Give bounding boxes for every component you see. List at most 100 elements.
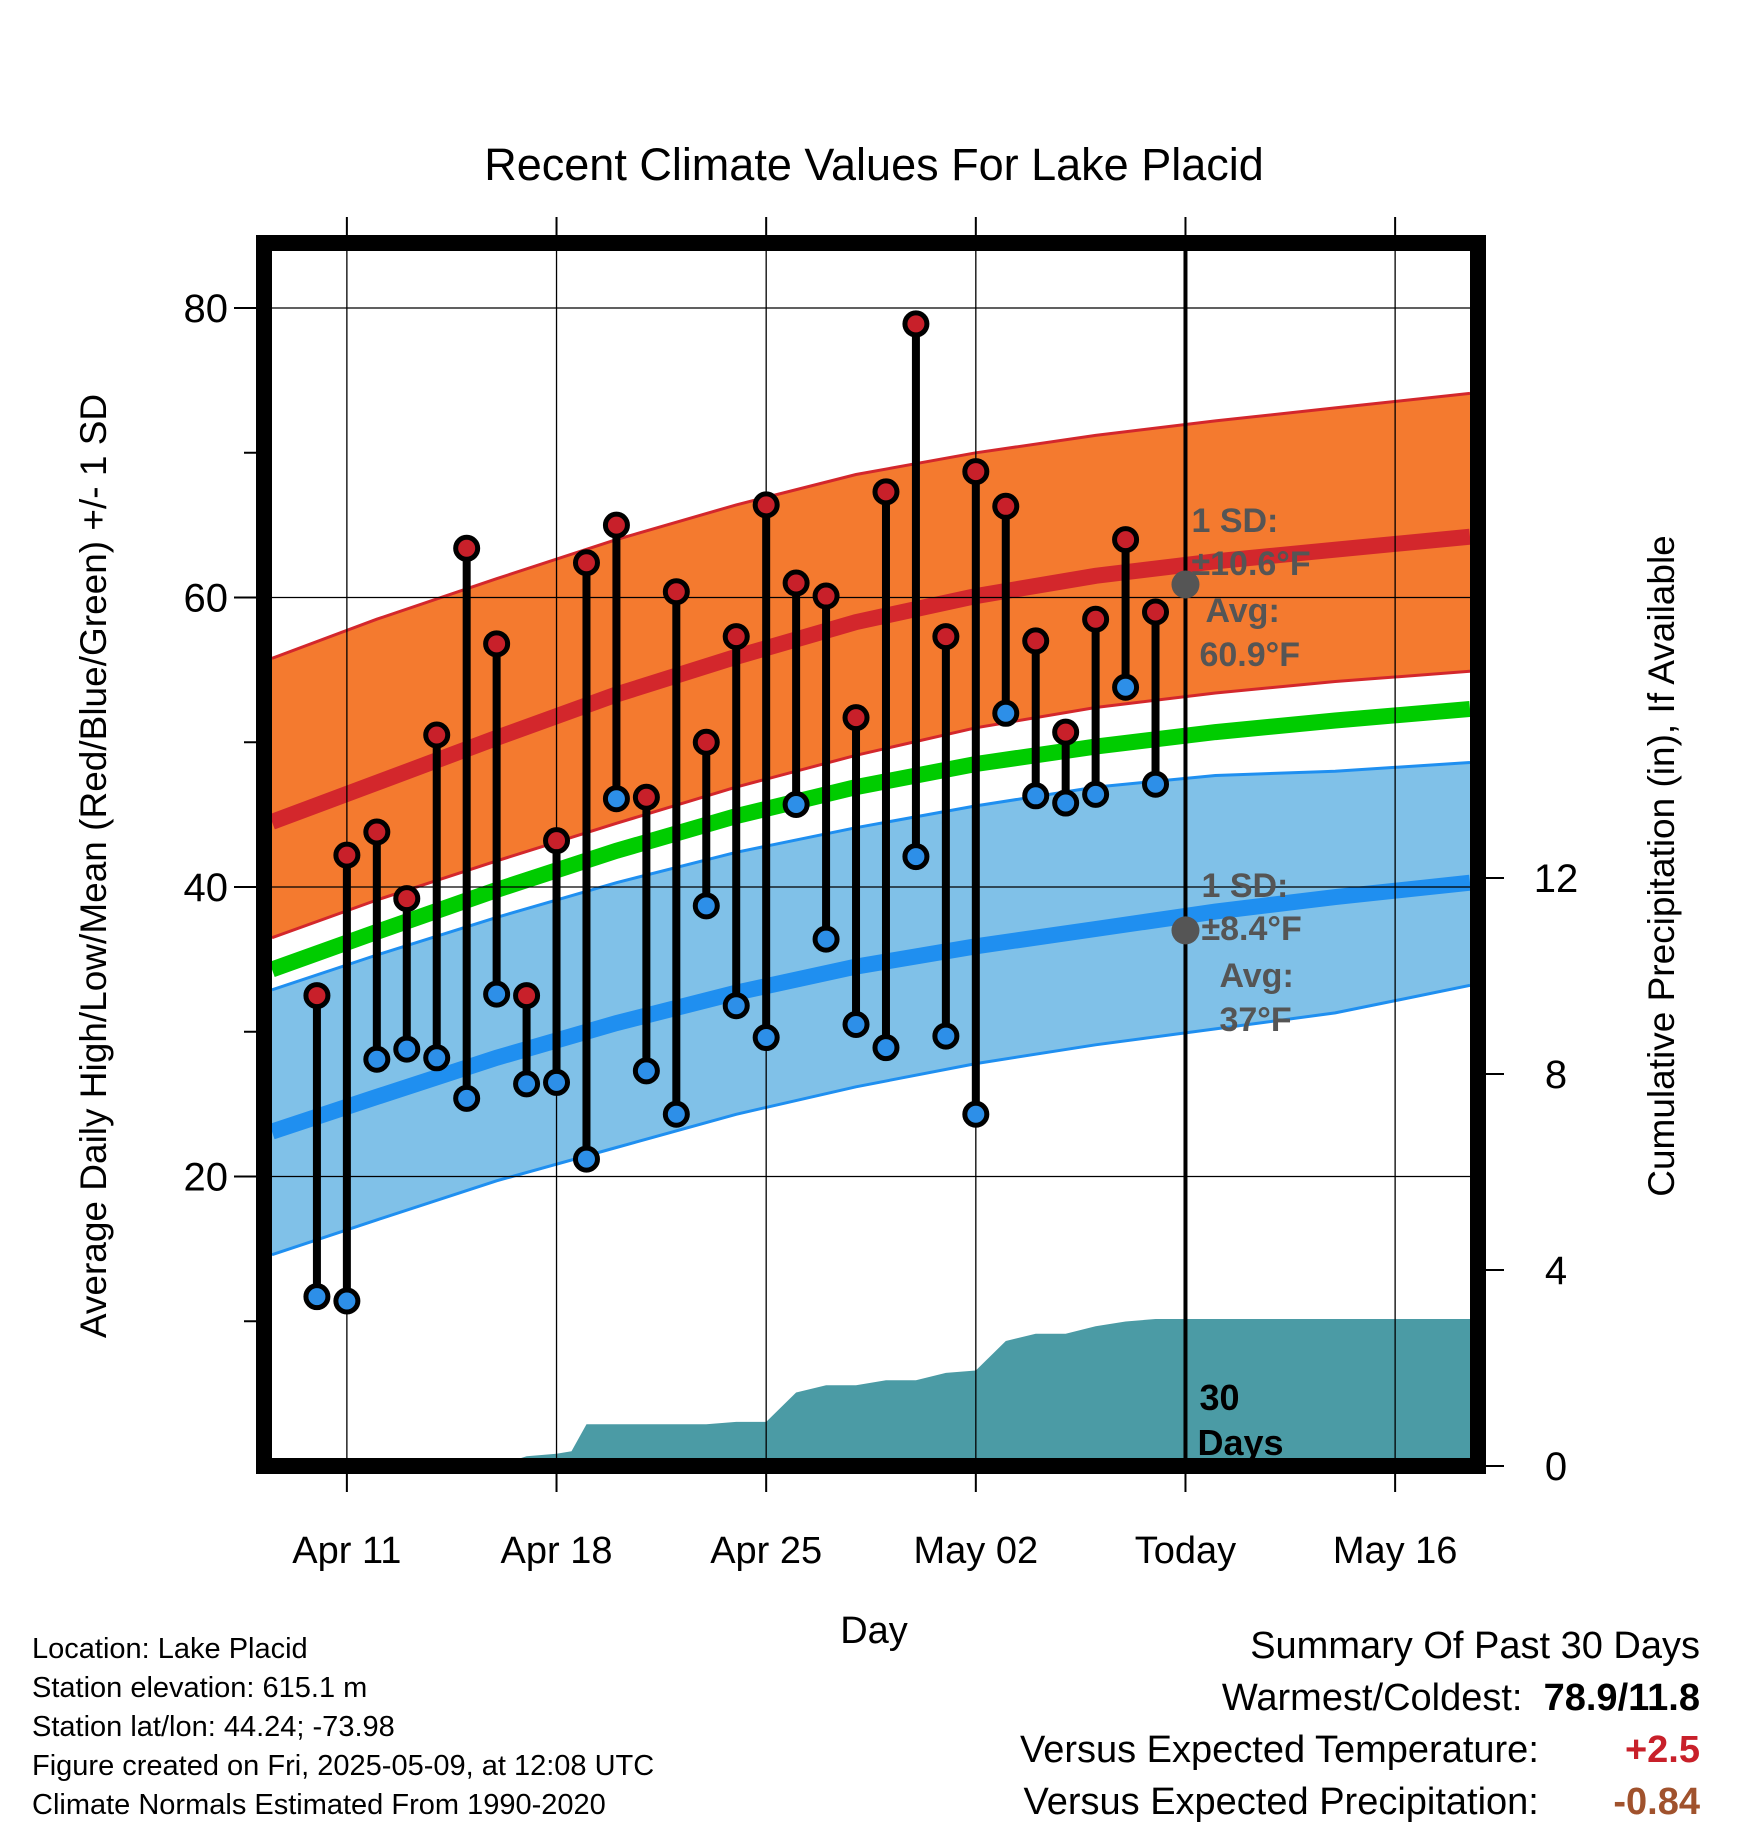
y-tick-label-right: 12 — [1534, 857, 1579, 901]
observed-high-point — [393, 885, 421, 913]
elevation-text: Station elevation: 615.1 m — [32, 1672, 368, 1704]
summary-warm-cold: Warmest/Coldest: 78.9/11.8 — [1020, 1672, 1700, 1724]
observed-low-point — [722, 992, 750, 1020]
observed-high-point — [632, 783, 660, 811]
summary-title: Summary Of Past 30 Days — [1250, 1625, 1700, 1667]
low-sd-label: 1 SD: — [1201, 867, 1288, 905]
x-axis-label: Day — [840, 1610, 908, 1652]
observed-high-point — [722, 623, 750, 651]
x-tick-label: Apr 18 — [501, 1530, 613, 1572]
observed-high-point — [513, 982, 541, 1010]
observed-low-point — [423, 1044, 451, 1072]
today-high-average-point — [1171, 570, 1200, 599]
observed-low-point — [632, 1057, 660, 1085]
observed-high-point — [363, 818, 391, 846]
warm-cold-label: Warmest/Coldest: — [1221, 1677, 1523, 1719]
observed-low-point — [902, 843, 930, 871]
plot-content — [272, 251, 1470, 1458]
created-text: Figure created on Fri, 2025-05-09, at 12… — [32, 1750, 655, 1782]
x-tick-label: Apr 25 — [710, 1530, 822, 1572]
low-avg-label: Avg: — [1219, 957, 1293, 995]
y-axis-label-left: Average Daily High/Low/Mean (Red/Blue/Gr… — [73, 394, 114, 1338]
high-sd-upper-line — [272, 391, 1470, 660]
observed-low-point — [393, 1035, 421, 1063]
observed-high-point — [782, 569, 810, 597]
precipitation-area — [272, 1319, 1470, 1458]
observed-high-point — [812, 582, 840, 610]
observed-low-point — [932, 1022, 960, 1050]
plot-area: 1 SD: ±10.6°F Avg: 60.9°F 1 SD: ±8.4°F Avg: 37°… — [184, 251, 1579, 1572]
temp-anomaly-label: Versus Expected Temperature: — [1019, 1729, 1539, 1771]
low-sd-value: ±8.4°F — [1201, 910, 1301, 948]
observed-high-point — [1052, 718, 1080, 746]
precip-anomaly-value: -0.84 — [1613, 1781, 1700, 1823]
high-avg-value: 60.9°F — [1199, 636, 1300, 674]
x-tick-label: May 16 — [1333, 1530, 1458, 1572]
days-label-number: 30 — [1199, 1377, 1239, 1418]
latlon-text: Station lat/lon: 44.24; -73.98 — [32, 1711, 395, 1743]
summary-precip: Versus Expected Precipitation: -0.84 — [1020, 1776, 1700, 1828]
observed-low-point — [1082, 780, 1110, 808]
observed-low-point — [1022, 782, 1050, 810]
observed-high-point — [1112, 526, 1140, 554]
high-sd-band — [272, 393, 1470, 938]
observed-low-point — [453, 1084, 481, 1112]
low-avg-value: 37°F — [1219, 1001, 1291, 1039]
observed-low-point — [782, 790, 810, 818]
observed-high-point — [602, 511, 630, 539]
summary-temp: Versus Expected Temperature: +2.5 — [1020, 1724, 1700, 1776]
station-info: Location: Lake Placid Station elevation:… — [32, 1630, 654, 1825]
observed-high-point — [453, 534, 481, 562]
normals-text: Climate Normals Estimated From 1990-2020 — [32, 1789, 606, 1821]
observed-low-point — [602, 785, 630, 813]
observed-high-point — [1082, 605, 1110, 633]
observed-high-point — [872, 478, 900, 506]
observed-high-point — [423, 721, 451, 749]
observed-low-point — [543, 1068, 571, 1096]
warm-cold-value: 78.9/11.8 — [1543, 1677, 1700, 1719]
y-tick-label-right: 8 — [1545, 1053, 1567, 1097]
axes — [234, 217, 1504, 1492]
observed-high-point — [752, 491, 780, 519]
observed-low-point — [662, 1100, 690, 1128]
observed-low-point — [572, 1145, 600, 1173]
observed-high-point — [303, 982, 331, 1010]
y-tick-label-left: 20 — [184, 1156, 229, 1200]
observed-low-point — [1052, 789, 1080, 817]
low-sd-band — [272, 762, 1470, 1255]
x-tick-label: Apr 11 — [292, 1530, 401, 1572]
observed-high-point — [962, 458, 990, 486]
observed-high-point — [992, 492, 1020, 520]
observed-low-point — [1112, 673, 1140, 701]
high-sd-label: 1 SD: — [1191, 502, 1278, 540]
y-tick-label-left: 60 — [184, 577, 229, 621]
observed-low-point — [483, 980, 511, 1008]
low-sd-lower-line — [272, 983, 1470, 1257]
temp-anomaly-value: +2.5 — [1624, 1729, 1700, 1771]
high-avg-label: Avg: — [1205, 592, 1279, 630]
observed-low-point — [692, 892, 720, 920]
observed-low-point — [333, 1287, 361, 1315]
chart-title: Recent Climate Values For Lake Placid — [484, 139, 1264, 190]
observed-low-point — [303, 1283, 331, 1311]
observed-low-point — [752, 1024, 780, 1052]
observed-high-point — [333, 841, 361, 869]
observed-low-point — [962, 1100, 990, 1128]
observed-low-point — [363, 1045, 391, 1073]
summary-panel: Summary Of Past 30 Days Warmest/Coldest:… — [1020, 1620, 1700, 1828]
y-axis-label-right: Cumulative Precipitation (in), If Availa… — [1641, 535, 1682, 1197]
y-tick-label-left: 40 — [184, 866, 229, 910]
y-tick-label-left: 80 — [184, 287, 229, 331]
observed-low-point — [513, 1070, 541, 1098]
x-tick-label: May 02 — [914, 1530, 1039, 1572]
y-tick-label-right: 0 — [1545, 1445, 1567, 1489]
observed-high-point — [932, 623, 960, 651]
observed-low-point — [872, 1034, 900, 1062]
high-average-line — [272, 528, 1470, 830]
today-low-average-point — [1171, 916, 1200, 945]
observed-low-point — [842, 1011, 870, 1039]
x-tick-label: Today — [1135, 1530, 1236, 1572]
days-label-text: Days — [1197, 1422, 1283, 1463]
plot-frame — [256, 235, 1486, 1474]
